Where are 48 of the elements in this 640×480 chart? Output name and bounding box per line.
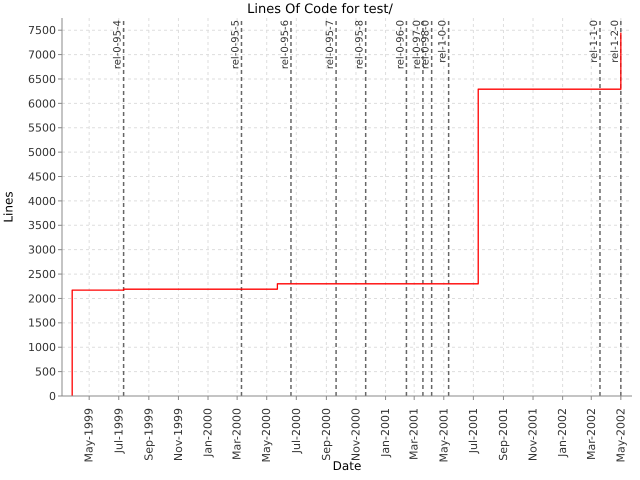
x-tick-label: Nov-2001	[526, 408, 540, 462]
y-tick-label: 6000	[28, 97, 56, 110]
x-tick-label: Mar-2002	[584, 408, 598, 460]
y-axis-title: Lines	[1, 191, 16, 223]
chart-title: Lines Of Code for test/	[246, 2, 394, 17]
x-tick-label: May-2002	[614, 408, 628, 463]
y-tick-label: 1000	[28, 341, 56, 354]
ref-line-label: rel-0-95-4	[112, 20, 124, 70]
y-tick-label: 3500	[28, 219, 56, 232]
x-tick-label: Mar-2000	[230, 408, 244, 460]
y-tick-label: 5000	[28, 146, 56, 160]
y-tick-label: 7500	[28, 24, 56, 38]
ref-line-label: rel-0-95-6	[280, 20, 291, 70]
y-tick-label: 3000	[28, 244, 56, 257]
ref-line-label: rel-0-95-8	[354, 20, 366, 70]
x-tick-label: Nov-2000	[349, 408, 362, 462]
ref-line-label: rel-0-95-7	[325, 20, 336, 70]
y-tick-label: 1500	[28, 316, 56, 330]
x-tick-label: Jul-1999	[112, 408, 126, 454]
y-tick-label: 0	[49, 390, 56, 403]
x-tick-label: Jul-2000	[290, 408, 303, 454]
y-tick-label: 7000	[28, 48, 56, 62]
x-tick-label: Sep-2000	[320, 408, 333, 461]
x-tick-label: May-2000	[260, 408, 274, 463]
ref-line-label: rel-1-2-0	[610, 20, 621, 63]
y-tick-label: 5500	[28, 122, 56, 135]
y-tick-label: 4000	[28, 194, 56, 208]
x-tick-label: Jul-2001	[466, 408, 480, 454]
x-tick-label: May-1999	[82, 408, 96, 463]
ref-line-label: rel-1-1-0	[588, 20, 600, 63]
ref-line-label: rel-0-98-0	[420, 20, 432, 70]
y-tick-label: 500	[35, 366, 56, 379]
x-tick-label: Sep-2001	[496, 408, 510, 461]
x-tick-label: Sep-1999	[142, 408, 156, 461]
ref-line-label: rel-0-95-5	[230, 20, 242, 70]
x-tick-label: Jan-2002	[556, 408, 570, 458]
ref-line-label: rel-1-0-0	[438, 20, 449, 63]
ref-line-label: rel-0-96-0	[395, 20, 406, 70]
x-tick-label: May-2001	[437, 408, 450, 463]
x-tick-label: Nov-1999	[172, 408, 185, 462]
x-tick-label: Jan-2001	[379, 408, 392, 458]
x-axis-title: Date	[332, 459, 362, 473]
x-tick-label: Jan-2000	[202, 408, 215, 458]
x-tick-label: Mar-2001	[408, 408, 421, 460]
y-tick-label: 4500	[28, 170, 56, 184]
y-tick-label: 6500	[28, 72, 56, 86]
y-tick-label: 2500	[28, 268, 56, 281]
y-tick-label: 2000	[28, 292, 56, 306]
